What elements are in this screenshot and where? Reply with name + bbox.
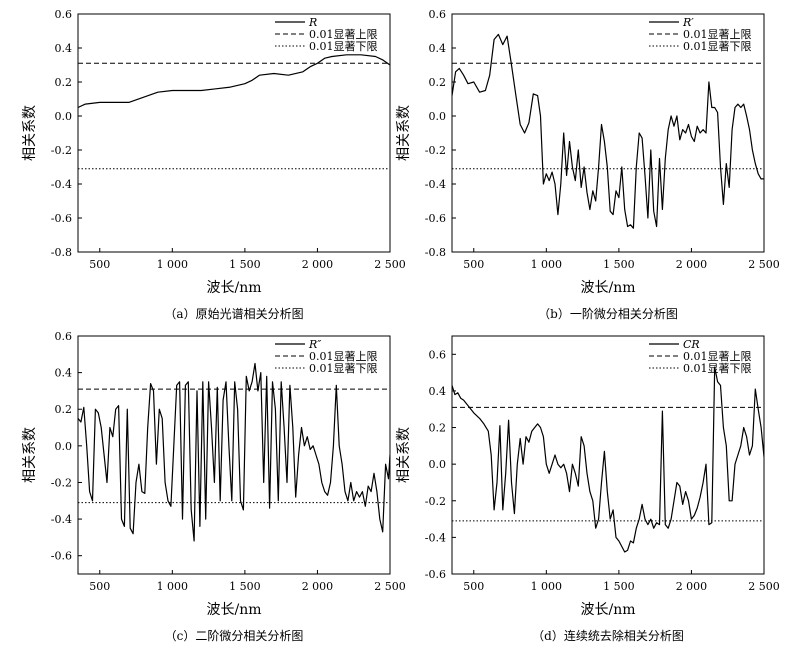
x-axis-label: 波长/nm xyxy=(580,280,635,296)
y-tick-label: 0.2 xyxy=(429,76,447,89)
y-axis-label: 相关系数 xyxy=(396,427,412,483)
x-tick-label: 2 500 xyxy=(374,580,406,593)
y-tick-label: 0.6 xyxy=(55,330,73,343)
y-tick-label: 0.0 xyxy=(55,440,73,453)
y-axis-label: 相关系数 xyxy=(22,427,38,483)
legend-label-threshold: 0.01显著上限 xyxy=(309,27,378,41)
x-tick-label: 500 xyxy=(463,258,484,271)
y-tick-label: -0.8 xyxy=(425,246,446,259)
chart-panel: -0.6 -0.4 -0.2 0.0 0.2 0.4 0.6 500 1 000 1 500 2 0… xyxy=(396,335,780,643)
y-tick-label: -0.6 xyxy=(51,212,72,225)
y-tick-label: 0.4 xyxy=(429,42,447,55)
y-tick-label: -0.2 xyxy=(51,144,72,157)
y-tick-label: 0.4 xyxy=(55,42,73,55)
y-tick-label: 0.0 xyxy=(55,110,73,123)
y-tick-label: -0.4 xyxy=(51,513,72,526)
x-tick-label: 1 500 xyxy=(603,258,635,271)
legend-label-threshold: 0.01显著上限 xyxy=(683,27,752,41)
y-tick-label: 0.2 xyxy=(55,403,73,416)
y-tick-label: 0.6 xyxy=(429,348,447,361)
chart-panel: -0.6 -0.4 -0.2 0.0 0.2 0.4 0.6 500 1 000 1 500 2 0… xyxy=(22,330,406,643)
legend-label-series: CR xyxy=(683,338,700,351)
y-axis-label: 相关系数 xyxy=(22,105,38,161)
series-line xyxy=(78,54,390,109)
x-tick-label: 1 000 xyxy=(157,258,189,271)
x-tick-label: 500 xyxy=(89,580,110,593)
y-tick-label: -0.2 xyxy=(51,476,72,489)
panel-caption: （d）连续统去除相关分析图 xyxy=(532,628,684,643)
x-axis-label: 波长/nm xyxy=(580,602,635,618)
legend-label-series: R″ xyxy=(308,338,322,351)
x-tick-label: 1 000 xyxy=(531,258,563,271)
series-line xyxy=(452,33,764,229)
y-tick-label: -0.6 xyxy=(425,212,446,225)
series-line xyxy=(452,366,764,553)
panel-caption: （c）二阶微分相关分析图 xyxy=(165,629,304,643)
series-line xyxy=(78,362,390,542)
legend-label-series: R xyxy=(308,16,317,29)
plot-frame xyxy=(451,13,765,253)
legend-label-threshold: 0.01显著下限 xyxy=(683,39,752,53)
y-tick-label: -0.8 xyxy=(51,246,72,259)
legend-label-threshold: 0.01显著下限 xyxy=(309,361,378,375)
y-tick-label: 0.4 xyxy=(429,385,447,398)
y-tick-label: -0.6 xyxy=(51,550,72,563)
x-tick-label: 500 xyxy=(463,580,484,593)
legend-label-threshold: 0.01显著下限 xyxy=(309,39,378,53)
x-tick-label: 1 500 xyxy=(603,580,635,593)
legend-label-series: R′ xyxy=(682,16,694,29)
y-tick-label: 0.0 xyxy=(429,110,447,123)
y-tick-label: 0.4 xyxy=(55,367,73,380)
plot-frame xyxy=(77,13,391,253)
x-axis-label: 波长/nm xyxy=(206,602,261,618)
legend-label-threshold: 0.01显著下限 xyxy=(683,361,752,375)
chart-panel: -0.8 -0.6 -0.4 -0.2 0.0 0.2 0.4 0.6 500 1 000 1 50… xyxy=(22,8,406,321)
x-tick-label: 2 500 xyxy=(748,258,780,271)
y-tick-label: -0.4 xyxy=(51,178,72,191)
x-tick-label: 2 000 xyxy=(302,258,334,271)
panel-caption: （a）原始光谱相关分析图 xyxy=(164,307,303,321)
y-tick-label: -0.4 xyxy=(425,531,446,544)
y-tick-label: -0.6 xyxy=(425,568,446,581)
y-axis-label: 相关系数 xyxy=(396,105,412,161)
y-tick-label: -0.2 xyxy=(425,495,446,508)
y-tick-label: 0.6 xyxy=(429,8,447,21)
y-tick-label: -0.2 xyxy=(425,144,446,157)
chart-panel: -0.8 -0.6 -0.4 -0.2 0.0 0.2 0.4 0.6 500 1 000 1 50… xyxy=(396,8,780,321)
x-tick-label: 2 500 xyxy=(748,580,780,593)
y-tick-label: 0.2 xyxy=(429,422,447,435)
legend-label-threshold: 0.01显著上限 xyxy=(683,349,752,363)
x-tick-label: 1 500 xyxy=(229,580,261,593)
y-tick-label: 0.2 xyxy=(55,76,73,89)
x-tick-label: 2 000 xyxy=(676,580,708,593)
x-tick-label: 1 000 xyxy=(157,580,189,593)
x-axis-label: 波长/nm xyxy=(206,280,261,296)
x-tick-label: 2 500 xyxy=(374,258,406,271)
y-tick-label: -0.4 xyxy=(425,178,446,191)
x-tick-label: 1 500 xyxy=(229,258,261,271)
y-tick-label: 0.6 xyxy=(55,8,73,21)
x-tick-label: 1 000 xyxy=(531,580,563,593)
panel-caption: （b）一阶微分相关分析图 xyxy=(538,307,678,321)
x-tick-label: 2 000 xyxy=(302,580,334,593)
y-tick-label: 0.0 xyxy=(429,458,447,471)
legend-label-threshold: 0.01显著上限 xyxy=(309,349,378,363)
x-tick-label: 500 xyxy=(89,258,110,271)
x-tick-label: 2 000 xyxy=(676,258,708,271)
